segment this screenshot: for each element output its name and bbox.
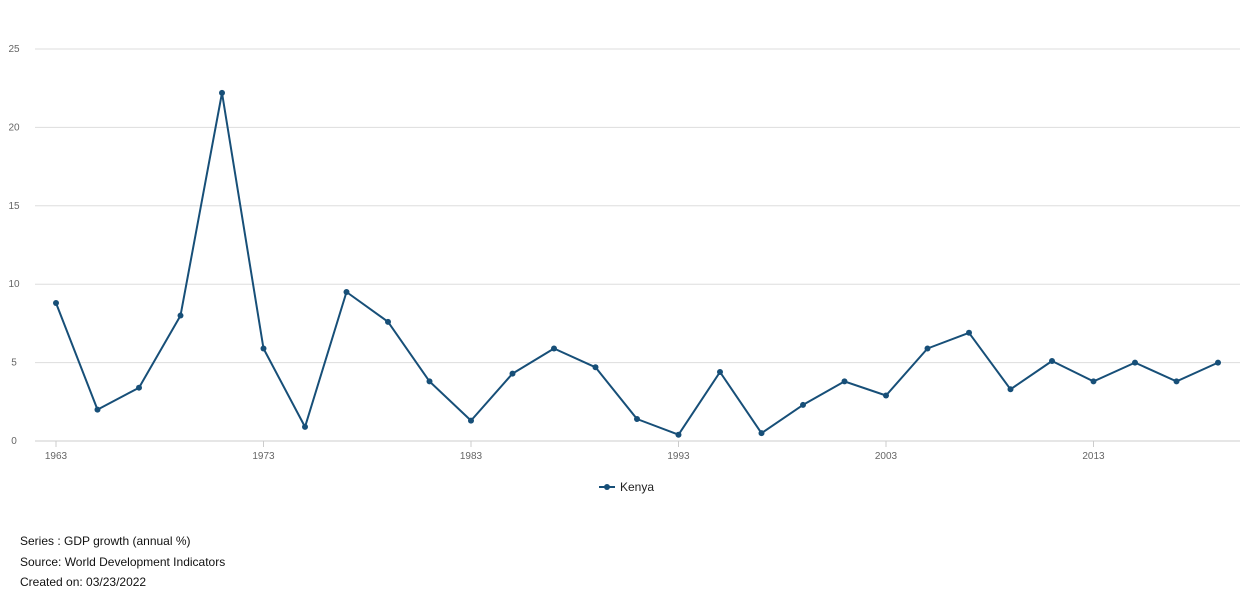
x-tick-label-1973: 1973 [252, 451, 275, 462]
chart-footer: Series : GDP growth (annual %) Source: W… [20, 531, 225, 593]
data-point-1999 [800, 401, 806, 408]
data-point-1979 [385, 318, 391, 325]
legend-swatch-marker [604, 484, 610, 490]
data-point-2015 [1132, 359, 1138, 366]
data-point-2019 [1215, 359, 1221, 366]
data-point-2001 [841, 378, 848, 385]
footer-series: Series : GDP growth (annual %) [20, 534, 191, 548]
data-point-1977 [343, 289, 350, 296]
x-tick-label-2013: 2013 [1082, 451, 1105, 462]
y-tick-label-10: 10 [8, 279, 20, 290]
data-point-2017 [1173, 378, 1180, 385]
data-point-1969 [177, 312, 184, 319]
x-tick-label-1963: 1963 [45, 451, 68, 462]
y-axis-ticks: 0 5 10 15 20 25 [8, 44, 20, 447]
x-axis-ticks: 1963 1973 1983 1993 2003 2013 [45, 441, 1105, 462]
y-tick-label-20: 20 [8, 122, 20, 133]
footer-created: Created on: 03/23/2022 [20, 575, 147, 589]
data-point-2013 [1090, 378, 1097, 385]
x-tick-label-2003: 2003 [875, 451, 898, 462]
series-kenya[interactable] [53, 89, 1221, 438]
data-point-2005 [924, 345, 931, 352]
y-tick-label-25: 25 [8, 44, 20, 55]
data-point-1967 [136, 384, 142, 391]
data-point-1975 [302, 423, 308, 430]
legend[interactable]: Kenya [599, 480, 654, 494]
data-point-2011 [1049, 358, 1055, 365]
series-line-kenya [55, 91, 1219, 436]
data-point-1989 [592, 364, 599, 371]
data-point-2009 [1007, 386, 1014, 393]
data-point-1987 [551, 345, 557, 352]
data-point-1981 [426, 378, 433, 385]
y-tick-label-5: 5 [11, 358, 17, 369]
data-point-1973 [260, 345, 267, 352]
data-point-1991 [634, 416, 640, 423]
x-tick-label-1993: 1993 [667, 451, 690, 462]
gridlines [35, 48, 1240, 442]
data-point-1985 [509, 370, 516, 377]
data-point-2003 [883, 392, 889, 399]
data-point-1965 [94, 406, 101, 413]
data-point-1993 [675, 431, 682, 438]
data-point-1995 [717, 369, 723, 376]
data-point-1963 [53, 300, 59, 307]
footer-source: Source: World Development Indicators [20, 554, 226, 569]
data-point-1997 [758, 430, 765, 437]
data-point-1983 [468, 417, 474, 424]
data-point-1971 [219, 89, 225, 96]
y-tick-label-0: 0 [11, 436, 17, 447]
x-tick-label-1983: 1983 [460, 451, 483, 462]
legend-label: Kenya [620, 480, 654, 494]
data-point-2007 [966, 329, 972, 336]
y-tick-label-15: 15 [8, 201, 20, 212]
